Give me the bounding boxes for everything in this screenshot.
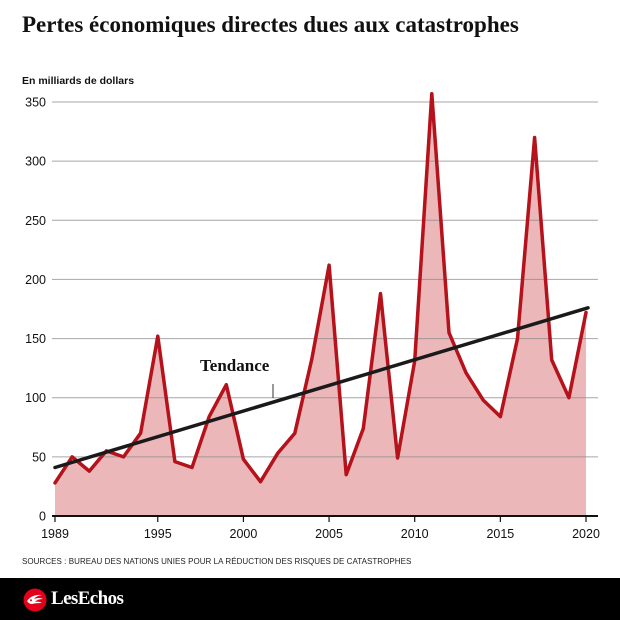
data-point <box>327 263 331 267</box>
axes: 0 50 100 150 200 250 300 350 1989 1995 2000 2005 201… <box>25 96 600 542</box>
data-point <box>293 431 297 435</box>
y-tick-label: 300 <box>25 155 46 169</box>
data-point <box>447 331 451 335</box>
trend-layer <box>53 306 590 470</box>
source-note: SOURCES : BUREAU DES NATIONS UNIES POUR … <box>22 557 412 566</box>
data-point <box>464 371 468 375</box>
gridlines <box>52 101 598 458</box>
les-echos-logo-icon <box>23 588 47 612</box>
data-point <box>516 337 519 341</box>
data-point <box>241 457 245 461</box>
y-tick-label: 100 <box>25 391 46 405</box>
y-tick-label: 250 <box>25 214 46 228</box>
series-line <box>53 91 588 485</box>
data-point <box>276 451 280 455</box>
data-point <box>139 431 143 435</box>
y-axis-label: En milliards de dollars <box>22 75 135 87</box>
data-point <box>70 455 74 459</box>
x-tick-label: 2015 <box>486 527 514 541</box>
data-point <box>207 415 211 419</box>
data-point <box>533 136 537 139</box>
y-tick-label: 50 <box>32 450 46 464</box>
data-point <box>122 455 125 459</box>
data-point <box>53 481 57 485</box>
trend-label: Tendance <box>200 356 270 375</box>
footer-bar: LesEchos <box>0 578 620 620</box>
data-point <box>379 292 382 296</box>
data-point <box>87 469 91 473</box>
data-point <box>481 398 485 402</box>
y-tick-label: 350 <box>25 96 46 110</box>
x-tick-label: 1995 <box>144 527 172 541</box>
area-fill <box>55 93 586 516</box>
x-tick-label: 2010 <box>401 527 429 541</box>
y-tick-label: 150 <box>25 332 46 346</box>
data-point <box>344 473 348 477</box>
y-tick-label: 200 <box>25 273 46 287</box>
data-point <box>259 480 262 484</box>
chart-title: Pertes économiques directes dues aux cat… <box>22 12 519 37</box>
les-echos-logo-text: LesEchos <box>51 588 124 609</box>
data-point <box>224 383 228 387</box>
area-fill-layer <box>55 93 586 516</box>
data-point <box>430 92 434 96</box>
data-point <box>396 456 400 460</box>
series-layer <box>53 91 588 485</box>
x-tick-label: 2000 <box>230 527 258 541</box>
data-point <box>310 357 314 361</box>
data-point <box>550 358 554 362</box>
data-point <box>173 460 177 464</box>
data-point <box>361 427 365 430</box>
x-tick-label: 1989 <box>41 527 69 541</box>
trend-line <box>53 306 590 470</box>
data-point <box>567 396 571 400</box>
data-point <box>498 415 502 419</box>
chart-plot: 0 50 100 150 200 250 300 350 1989 1995 2000 2005 201… <box>25 91 600 542</box>
x-tick-label: 2020 <box>572 527 600 541</box>
data-point <box>190 466 194 469</box>
y-tick-label: 0 <box>39 510 46 524</box>
data-point <box>156 334 160 338</box>
data-point <box>584 311 588 314</box>
x-tick-label: 2005 <box>315 527 343 541</box>
